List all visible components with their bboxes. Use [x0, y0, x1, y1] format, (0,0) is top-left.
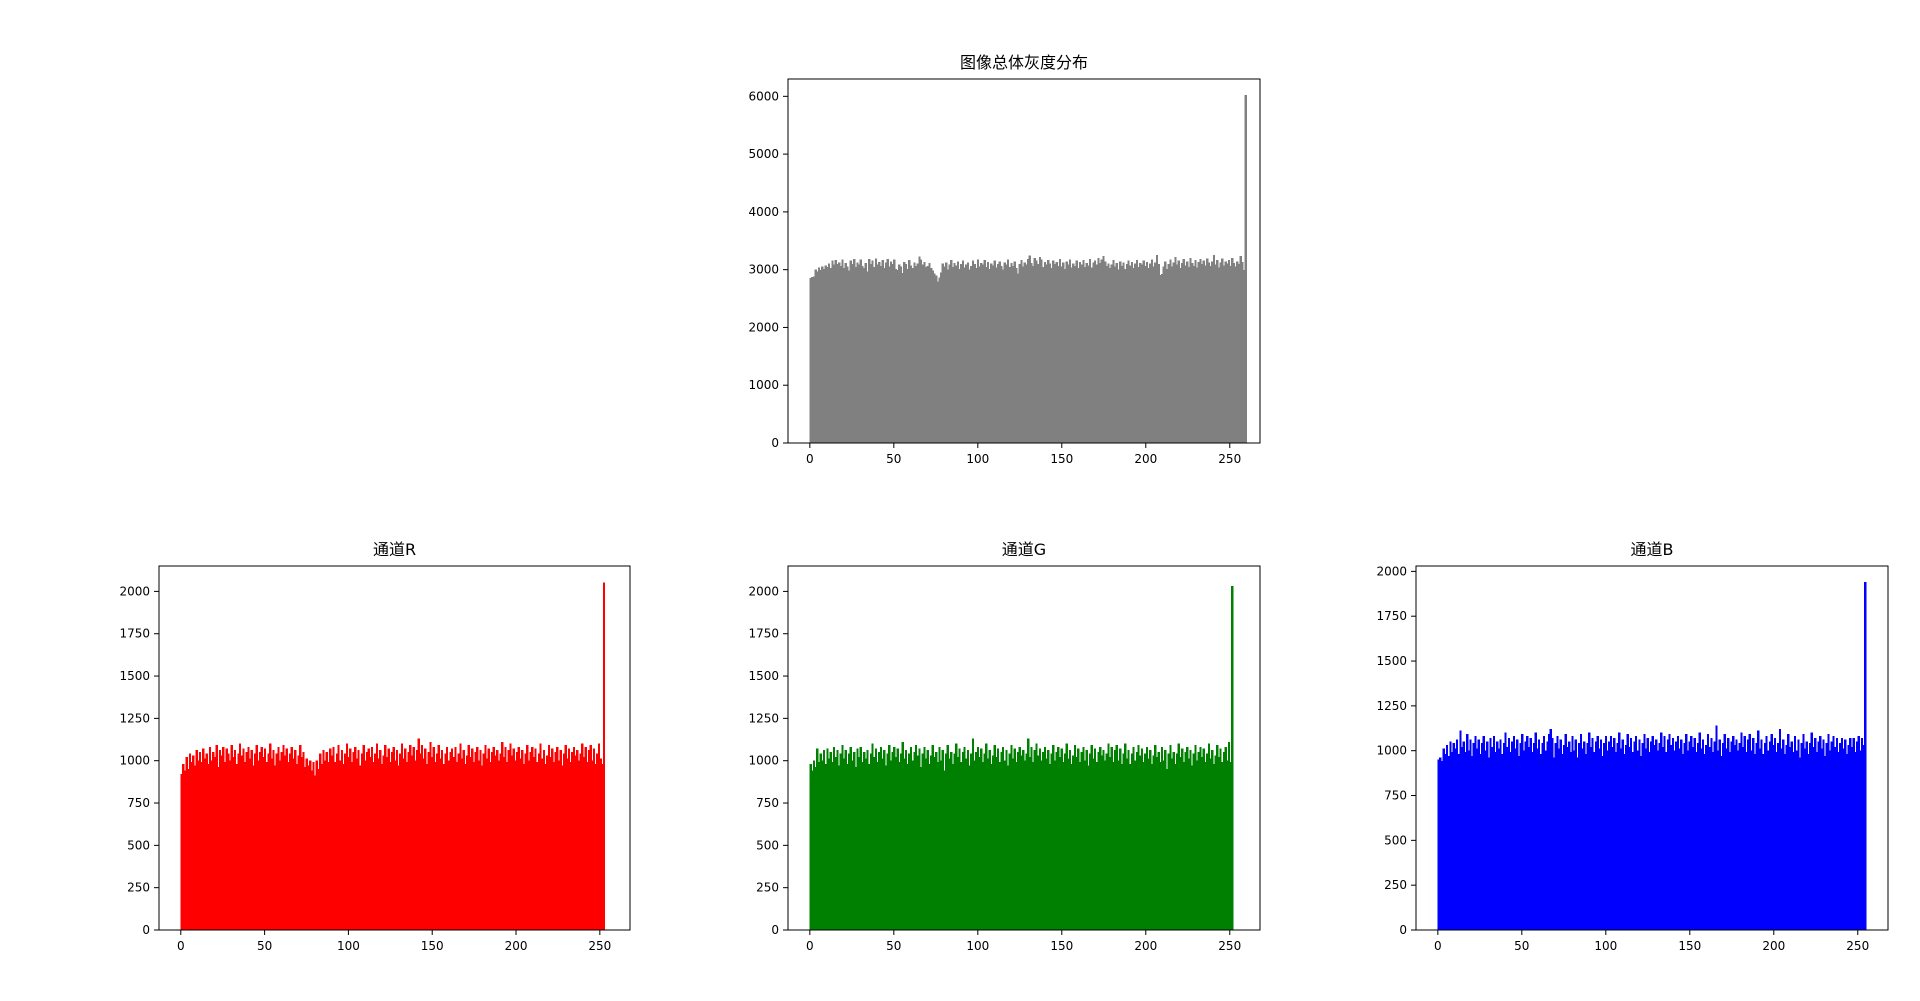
x-tick-label: 100	[966, 452, 989, 466]
x-tick-label: 200	[1134, 939, 1157, 953]
histogram-panel-green: 通道G 0 50 100 150 200 250 0 250 500 750 1000 1250 1500…	[748, 540, 1261, 953]
histogram-bar	[1864, 581, 1867, 931]
bars	[809, 586, 1234, 931]
chart-title: 通道B	[1631, 540, 1674, 559]
y-tick-label: 0	[1399, 923, 1407, 937]
x-tick-label: 50	[1514, 939, 1529, 953]
x-tick-label: 250	[1218, 939, 1241, 953]
x-tick-label: 250	[1218, 452, 1241, 466]
x-tick-label: 200	[1134, 452, 1157, 466]
x-tick-label: 100	[337, 939, 360, 953]
y-tick-label: 250	[127, 881, 150, 895]
histogram-panel-blue: 通道B 0 50 100 150 200 250 0 250 500 750 1000 1250 1500…	[1376, 540, 1889, 953]
y-tick-label: 0	[771, 436, 779, 450]
y-tick-label: 750	[127, 796, 150, 810]
x-tick-label: 250	[1846, 939, 1869, 953]
y-tick-label: 1250	[119, 711, 150, 725]
axes-frame	[787, 565, 1261, 931]
x-tick-label: 0	[177, 939, 185, 953]
axes-frame	[158, 565, 631, 931]
y-tick-label: 1750	[119, 627, 150, 641]
bars	[1437, 581, 1867, 931]
y-tick-label: 500	[127, 838, 150, 852]
x-tick-label: 150	[1678, 939, 1701, 953]
x-tick-label: 250	[588, 939, 611, 953]
y-tick-label: 1000	[748, 754, 779, 768]
x-tick-label: 100	[966, 939, 989, 953]
axes-frame	[1415, 565, 1889, 931]
x-tick-label: 50	[257, 939, 272, 953]
y-tick-label: 750	[756, 796, 779, 810]
x-tick-label: 0	[1434, 939, 1442, 953]
y-tick-label: 1750	[748, 627, 779, 641]
y-tick-label: 2000	[119, 584, 150, 598]
x-tick-label: 50	[886, 452, 901, 466]
y-tick-label: 2000	[748, 320, 779, 334]
x-tick-label: 150	[1050, 452, 1073, 466]
y-tick-label: 250	[1384, 878, 1407, 892]
histogram-panel-gray: 图像总体灰度分布 0 50 100 150 200 250 0 1000 2000 3000 4000…	[748, 53, 1261, 466]
y-tick-label: 5000	[748, 147, 779, 161]
y-tick-label: 1000	[748, 378, 779, 392]
bars	[809, 94, 1247, 444]
y-tick-label: 1000	[1376, 744, 1407, 758]
histogram-bar	[1231, 586, 1234, 931]
x-tick-label: 200	[1762, 939, 1785, 953]
x-tick-label: 0	[806, 939, 814, 953]
chart-title: 图像总体灰度分布	[960, 53, 1088, 72]
y-tick-label: 1000	[119, 754, 150, 768]
histogram-panel-red: 通道R 0 50 100 150 200 250 0 250 500 750 1000 1250 1500…	[119, 540, 631, 953]
x-tick-label: 50	[886, 939, 901, 953]
axes-frame	[787, 78, 1261, 444]
x-tick-label: 150	[1050, 939, 1073, 953]
x-tick-label: 200	[505, 939, 528, 953]
y-tick-label: 750	[1384, 789, 1407, 803]
histogram-bar	[1244, 94, 1247, 444]
y-tick-label: 1750	[1376, 609, 1407, 623]
y-tick-label: 500	[756, 838, 779, 852]
y-tick-label: 1250	[1376, 699, 1407, 713]
x-tick-label: 100	[1594, 939, 1617, 953]
bars	[180, 582, 606, 931]
y-tick-label: 1250	[748, 711, 779, 725]
y-tick-label: 250	[756, 881, 779, 895]
y-tick-label: 2000	[1376, 564, 1407, 578]
y-tick-label: 0	[771, 923, 779, 937]
chart-title: 通道G	[1002, 540, 1046, 559]
chart-title: 通道R	[373, 540, 416, 559]
y-tick-label: 500	[1384, 833, 1407, 847]
histogram-bar	[602, 582, 606, 931]
x-tick-label: 150	[421, 939, 444, 953]
y-tick-label: 3000	[748, 263, 779, 277]
y-tick-label: 4000	[748, 205, 779, 219]
y-tick-label: 6000	[748, 89, 779, 103]
y-tick-label: 2000	[748, 584, 779, 598]
y-tick-label: 0	[142, 923, 150, 937]
x-tick-label: 0	[806, 452, 814, 466]
y-tick-label: 1500	[748, 669, 779, 683]
y-tick-label: 1500	[1376, 654, 1407, 668]
y-tick-label: 1500	[119, 669, 150, 683]
